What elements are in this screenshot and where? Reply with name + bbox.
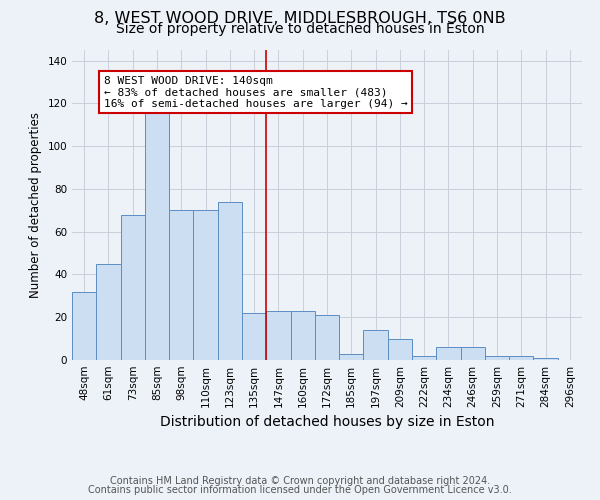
Bar <box>242 313 266 360</box>
Bar <box>533 358 558 360</box>
Bar <box>121 214 145 360</box>
Text: Size of property relative to detached houses in Eston: Size of property relative to detached ho… <box>116 22 484 36</box>
Bar <box>315 315 339 360</box>
Bar <box>436 347 461 360</box>
Y-axis label: Number of detached properties: Number of detached properties <box>29 112 42 298</box>
Text: Contains HM Land Registry data © Crown copyright and database right 2024.: Contains HM Land Registry data © Crown c… <box>110 476 490 486</box>
Bar <box>339 354 364 360</box>
Bar <box>509 356 533 360</box>
Bar <box>145 93 169 360</box>
Bar <box>412 356 436 360</box>
Text: Contains public sector information licensed under the Open Government Licence v3: Contains public sector information licen… <box>88 485 512 495</box>
Bar <box>218 202 242 360</box>
Bar <box>193 210 218 360</box>
Bar <box>388 338 412 360</box>
Bar <box>96 264 121 360</box>
X-axis label: Distribution of detached houses by size in Eston: Distribution of detached houses by size … <box>160 416 494 430</box>
Bar <box>290 311 315 360</box>
Bar <box>72 292 96 360</box>
Bar <box>266 311 290 360</box>
Bar <box>169 210 193 360</box>
Text: 8, WEST WOOD DRIVE, MIDDLESBROUGH, TS6 0NB: 8, WEST WOOD DRIVE, MIDDLESBROUGH, TS6 0… <box>94 11 506 26</box>
Bar <box>461 347 485 360</box>
Text: 8 WEST WOOD DRIVE: 140sqm
← 83% of detached houses are smaller (483)
16% of semi: 8 WEST WOOD DRIVE: 140sqm ← 83% of detac… <box>104 76 407 109</box>
Bar <box>485 356 509 360</box>
Bar <box>364 330 388 360</box>
